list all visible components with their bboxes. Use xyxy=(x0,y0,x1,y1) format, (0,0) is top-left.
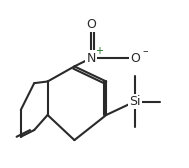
Text: +: + xyxy=(95,46,104,56)
Text: O: O xyxy=(130,52,140,65)
Text: N: N xyxy=(86,52,96,65)
Text: –: – xyxy=(143,46,148,56)
Text: O: O xyxy=(86,18,96,31)
Text: Si: Si xyxy=(129,95,140,108)
